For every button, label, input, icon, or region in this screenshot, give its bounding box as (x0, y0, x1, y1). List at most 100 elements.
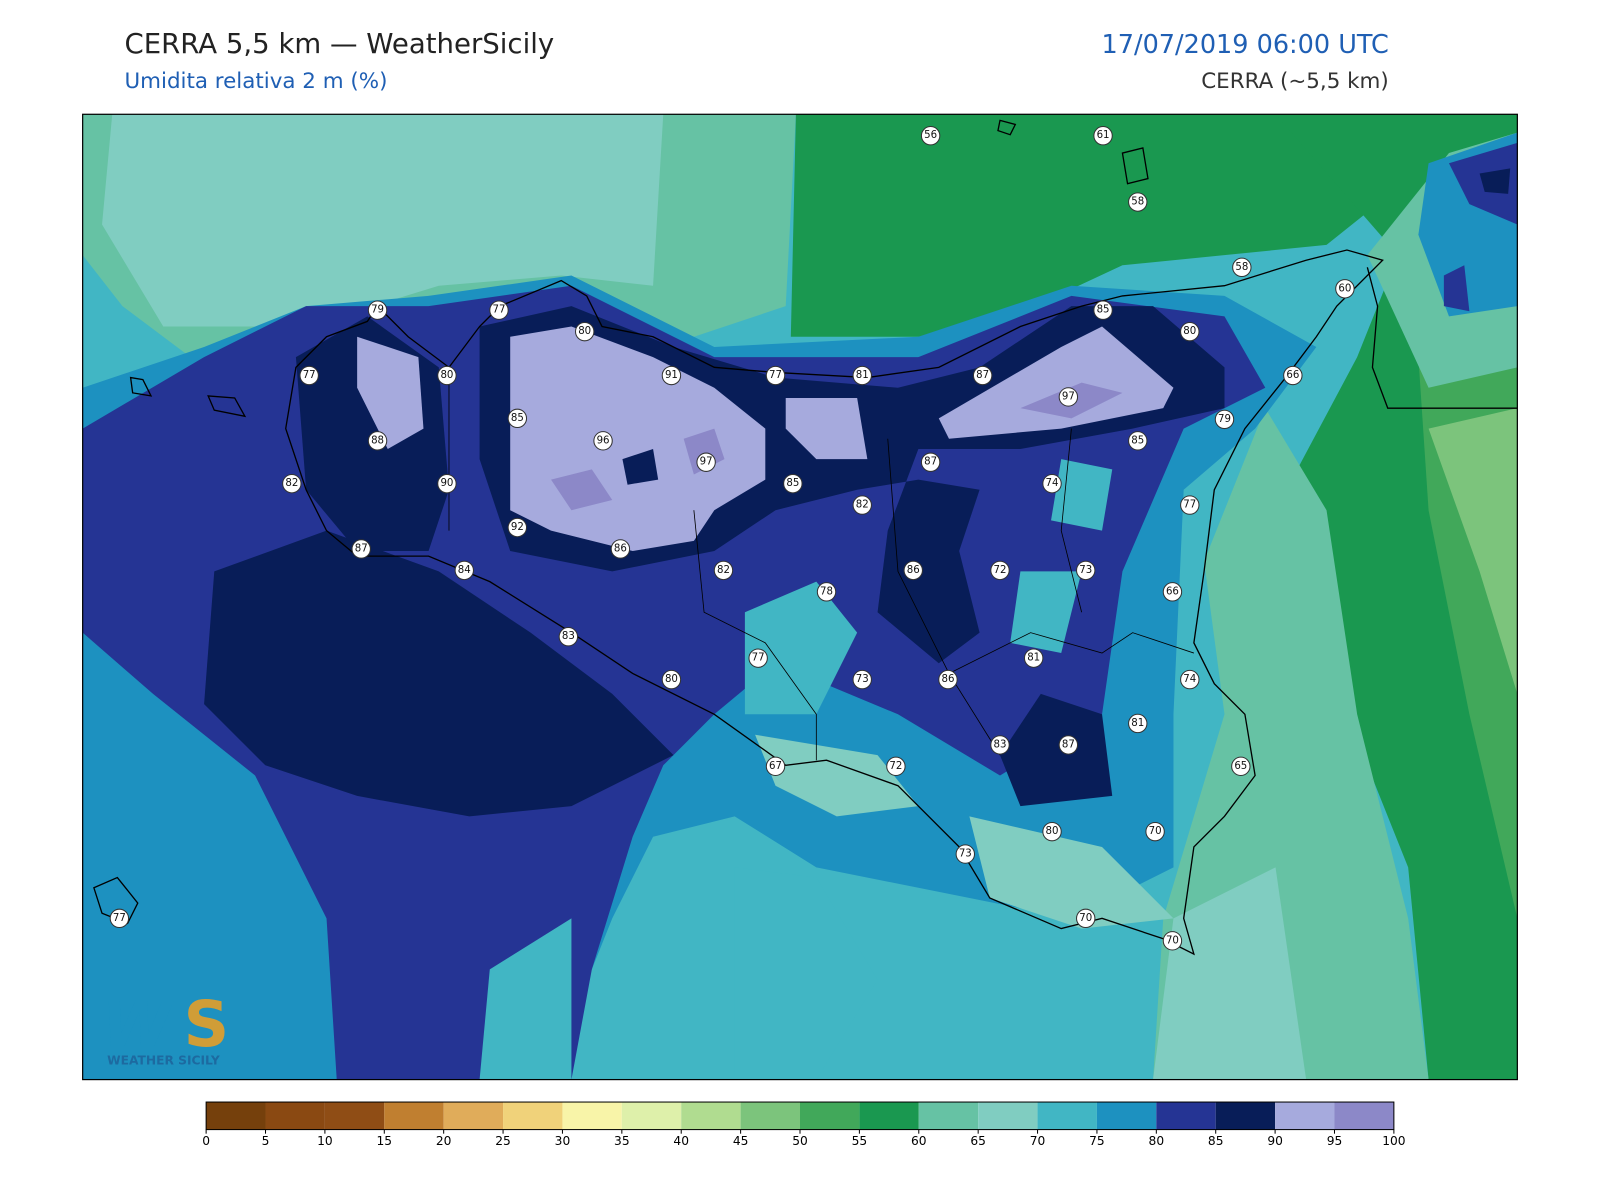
station-value: 82 (285, 478, 298, 489)
station-value: 80 (578, 326, 591, 337)
station: 77 (765, 365, 786, 386)
station-marker (886, 756, 906, 777)
colorbar-tick-label: 85 (1208, 1134, 1224, 1148)
station-marker (765, 756, 786, 777)
logo-text: WEATHER SICILY (107, 1053, 220, 1067)
station: 86 (610, 539, 631, 559)
station-marker (1058, 387, 1079, 407)
station-value: 61 (1097, 130, 1110, 141)
station: 84 (454, 560, 474, 581)
colorbar-segment (681, 1102, 741, 1130)
station: 85 (507, 408, 528, 429)
station-marker (507, 408, 528, 429)
logo: W S WEATHER SICILY (102, 987, 229, 1067)
station: 77 (299, 365, 319, 386)
model-label: CERRA (~5,5 km) (1201, 69, 1389, 94)
station-marker (1058, 735, 1079, 755)
station-marker (1076, 908, 1096, 929)
station: 74 (1180, 669, 1200, 690)
station-marker (367, 300, 388, 320)
station-value: 66 (1286, 370, 1299, 381)
subtitle: Umidita relativa 2 m (%) (124, 69, 387, 94)
station: 81 (1128, 713, 1148, 734)
station-marker (938, 669, 958, 690)
station-value: 86 (614, 543, 627, 554)
colorbar-segment (324, 1102, 385, 1130)
station-value: 77 (113, 913, 126, 924)
station: 70 (1076, 908, 1096, 929)
colorbar-tick-label: 95 (1327, 1134, 1343, 1148)
station-value: 70 (1149, 826, 1162, 837)
colorbar-tick-label: 10 (317, 1134, 333, 1148)
colorbar-tick-label: 20 (436, 1134, 452, 1148)
station: 79 (367, 300, 388, 320)
station-marker (1128, 713, 1148, 734)
station-marker (610, 539, 631, 559)
station-marker (507, 517, 528, 538)
station: 82 (282, 473, 302, 494)
station-value: 85 (1097, 305, 1110, 316)
station: 77 (489, 300, 509, 320)
colorbar: 0 5 10 15 20 25 30 35 40 45 50 55 60 65 70 75 80 85 90 95 10… (202, 1101, 1406, 1148)
svg-text:S: S (184, 987, 230, 1061)
colorbar-tick-label: 70 (1030, 1134, 1046, 1148)
station-value: 67 (769, 761, 782, 772)
station-value: 86 (907, 565, 920, 576)
station: 87 (920, 452, 941, 472)
station-marker (1180, 321, 1200, 342)
station-marker (1214, 409, 1235, 430)
station: 80 (1180, 321, 1200, 342)
colorbar-segment (1334, 1102, 1394, 1130)
colorbar-tick-label: 50 (792, 1134, 808, 1148)
station-marker (1042, 821, 1062, 842)
colorbar-tick-label: 40 (673, 1134, 689, 1148)
station-marker (920, 452, 941, 472)
colorbar-segment (800, 1102, 860, 1130)
colorbar-tick-label: 65 (970, 1134, 986, 1148)
station-value: 78 (820, 586, 833, 597)
station-marker (783, 473, 803, 494)
colorbar-tick-label: 60 (911, 1134, 927, 1148)
colorbar-segment (503, 1102, 563, 1130)
province-borders (448, 367, 1195, 761)
station: 85 (1093, 300, 1113, 320)
station-marker (437, 473, 457, 494)
station-value: 81 (1131, 718, 1144, 729)
station: 73 (1076, 560, 1096, 581)
station: 61 (1093, 126, 1113, 146)
station: 87 (972, 365, 993, 386)
station: 77 (109, 908, 130, 929)
station: 67 (765, 756, 786, 777)
station-value: 58 (1131, 197, 1144, 208)
station-value: 72 (889, 761, 902, 772)
colorbar-tick-label: 100 (1382, 1134, 1405, 1148)
station-marker (748, 648, 768, 668)
station: 70 (1145, 821, 1165, 842)
station-value: 80 (440, 370, 453, 381)
station-marker (1145, 821, 1165, 842)
colorbar-segment (562, 1102, 622, 1130)
colorbar-segment (1037, 1102, 1097, 1130)
station: 73 (955, 844, 975, 864)
coastlines (93, 119, 1518, 956)
station-value: 65 (1234, 761, 1247, 772)
station-marker (1093, 126, 1113, 146)
station: 80 (1042, 821, 1062, 842)
station-marker (1076, 560, 1096, 581)
station-value: 77 (1183, 500, 1196, 511)
station: 70 (1162, 931, 1183, 951)
station: 87 (351, 539, 371, 559)
station-value: 97 (700, 457, 713, 468)
humidity-field (82, 114, 1518, 1080)
station-marker (1335, 279, 1355, 299)
colorbar-tick-label: 35 (614, 1134, 630, 1148)
station-value: 56 (924, 130, 937, 141)
station-value: 82 (856, 500, 869, 511)
colorbar-segment (1215, 1102, 1276, 1130)
colorbar-tick-label: 5 (262, 1134, 270, 1148)
station-marker (299, 365, 319, 386)
stations: 56 61 58 58 60 79 77 80 85 80 77 80 91 77 81 87 66 97 85 79… (109, 126, 1355, 951)
station-value: 90 (440, 478, 453, 489)
station-marker (593, 431, 613, 451)
